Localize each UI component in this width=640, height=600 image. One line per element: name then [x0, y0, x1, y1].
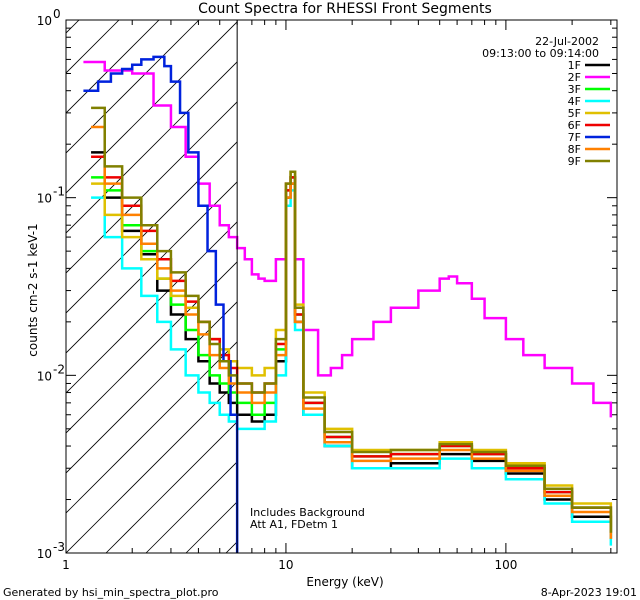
- legend-label-1f: 1F: [568, 59, 581, 72]
- legend-label-7f: 7F: [568, 131, 581, 144]
- hatch-line: [66, 381, 238, 553]
- legend-label-6f: 6F: [568, 119, 581, 132]
- hatch-line: [66, 61, 238, 234]
- hatch-line: [66, 341, 238, 514]
- y-tick-label: 10: [37, 369, 52, 383]
- y-tick-exponent: 0: [53, 7, 61, 21]
- series-2f: [83, 60, 613, 418]
- footer-timestamp: 8-Apr-2023 19:01: [541, 586, 637, 599]
- legend-label-5f: 5F: [568, 107, 581, 120]
- x-tick-label: 1: [62, 558, 70, 572]
- legend: 22-Jul-2002 09:13:00 to 09:14:00 1F2F3F4…: [482, 35, 610, 168]
- legend-label-2f: 2F: [568, 71, 581, 84]
- hatch-line: [66, 261, 238, 434]
- annotation-background: Includes Background: [250, 506, 365, 519]
- series-9f: [91, 106, 613, 533]
- hatch-line: [66, 21, 238, 194]
- legend-label-3f: 3F: [568, 83, 581, 96]
- hatch-line: [66, 181, 238, 354]
- y-tick-label: 10: [37, 192, 52, 206]
- footer-generated-by: Generated by hsi_min_spectra_plot.pro: [3, 586, 219, 599]
- y-tick-exponent: -1: [53, 185, 65, 199]
- legend-label-8f: 8F: [568, 143, 581, 156]
- x-axis: 1 10 100: [62, 20, 612, 572]
- annotation-attenuator: Att A1, FDetm 1: [250, 518, 338, 531]
- hatch-line: [66, 20, 160, 114]
- x-axis-label: Energy (keV): [306, 575, 383, 589]
- y-tick-exponent: -2: [53, 362, 65, 376]
- hatch-line: [105, 421, 238, 553]
- hatch-line: [66, 141, 238, 314]
- plot-frame: [65, 19, 618, 554]
- legend-label-9f: 9F: [568, 155, 581, 168]
- y-tick-label: 10: [37, 14, 52, 28]
- chart-title: Count Spectra for RHESSI Front Segments: [198, 1, 492, 17]
- y-tick-label: 10: [37, 547, 52, 561]
- y-axis-label: counts cm-2 s-1 keV-1: [26, 223, 40, 356]
- hatch-line: [66, 20, 200, 154]
- legend-time-range: 09:13:00 to 09:14:00: [482, 47, 599, 60]
- hatch-line: [66, 301, 238, 474]
- legend-label-4f: 4F: [568, 95, 581, 108]
- x-tick-label: 10: [278, 558, 293, 572]
- series-4f: [91, 189, 613, 546]
- series-7f: [83, 55, 239, 553]
- series-group: [83, 55, 613, 553]
- y-tick-exponent: -3: [53, 540, 65, 554]
- x-tick-label: 100: [494, 558, 517, 572]
- legend-date: 22-Jul-2002: [535, 35, 599, 48]
